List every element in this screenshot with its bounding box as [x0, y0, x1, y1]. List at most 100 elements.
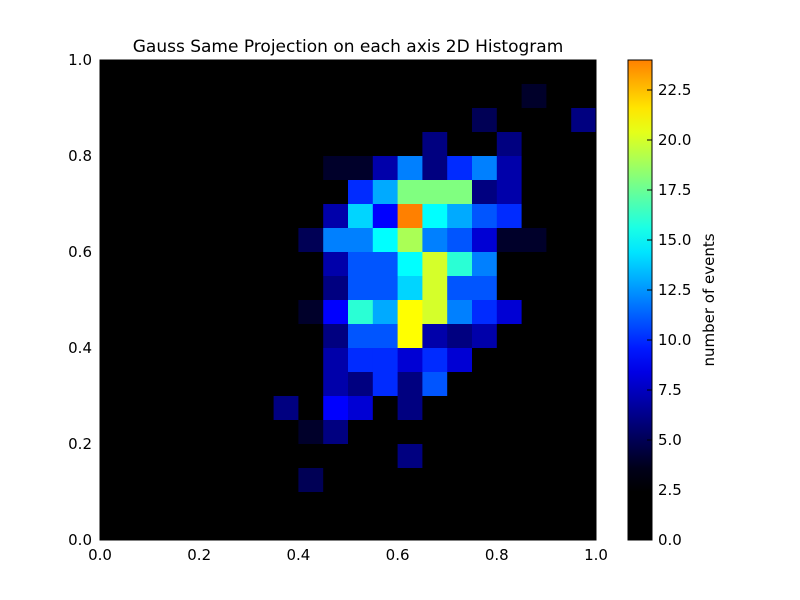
histogram-cell: [348, 252, 374, 277]
histogram-cell: [422, 372, 448, 397]
histogram-cell: [248, 348, 275, 373]
histogram-cell: [149, 420, 175, 445]
histogram-cell: [248, 444, 275, 469]
histogram-cell: [273, 252, 299, 277]
histogram-cell: [100, 348, 126, 373]
histogram-cell: [546, 132, 572, 157]
histogram-cell: [348, 276, 374, 301]
histogram-cell: [571, 420, 597, 445]
histogram-cell: [348, 396, 374, 421]
histogram-cell: [571, 444, 597, 469]
histogram-cell: [422, 516, 448, 541]
histogram-cell: [496, 228, 523, 253]
histogram-cell: [521, 132, 547, 157]
histogram-cell: [323, 324, 349, 349]
histogram-cell: [496, 300, 523, 325]
histogram-cell: [496, 132, 523, 157]
histogram-cell: [521, 84, 547, 109]
colorbar-tick-label: 0.0: [658, 531, 682, 549]
histogram-cell: [100, 180, 126, 205]
histogram-cell: [348, 372, 374, 397]
histogram-cell: [472, 492, 498, 517]
histogram-cell: [298, 372, 324, 397]
histogram-cell: [496, 60, 523, 85]
histogram-cell: [174, 516, 200, 541]
histogram-cell: [422, 492, 448, 517]
histogram-cell: [472, 132, 498, 157]
histogram-cell: [546, 228, 572, 253]
histogram-cell: [248, 156, 275, 181]
histogram-cell: [323, 492, 349, 517]
histogram-cell: [298, 396, 324, 421]
histogram-cell: [447, 60, 473, 85]
histogram-cell: [273, 516, 299, 541]
histogram-cell: [248, 492, 275, 517]
histogram-cell: [496, 516, 523, 541]
histogram-cell: [472, 276, 498, 301]
histogram-cell: [199, 84, 225, 109]
histogram-cell: [224, 492, 250, 517]
histogram-cell: [273, 492, 299, 517]
histogram-cell: [472, 348, 498, 373]
histogram-cell: [298, 180, 324, 205]
histogram-cell: [372, 300, 399, 325]
y-axis: 0.0 0.2 0.4 0.6 0.8 1.0: [68, 51, 596, 549]
histogram-cell: [323, 252, 349, 277]
histogram-cell: [348, 468, 374, 493]
histogram-cell: [298, 132, 324, 157]
histogram-cell: [149, 132, 175, 157]
histogram-cell: [174, 300, 200, 325]
histogram-cell: [348, 324, 374, 349]
histogram-cell: [174, 348, 200, 373]
histogram-cell: [348, 180, 374, 205]
histogram-cell: [447, 108, 473, 133]
histogram-cell: [248, 228, 275, 253]
histogram-cell: [149, 204, 175, 229]
histogram-cell: [298, 84, 324, 109]
histogram-cell: [546, 204, 572, 229]
histogram-cell: [149, 228, 175, 253]
histogram-cell: [124, 372, 151, 397]
histogram-cell: [348, 156, 374, 181]
histogram-cell: [298, 516, 324, 541]
histogram-cell: [298, 228, 324, 253]
histogram-cell: [248, 204, 275, 229]
histogram-cell: [100, 108, 126, 133]
colorbar-gradient: [628, 60, 652, 540]
histogram-cell: [571, 156, 597, 181]
histogram-cell: [372, 420, 399, 445]
histogram-cell: [100, 516, 126, 541]
colorbar-tick-label: 2.5: [658, 481, 682, 499]
histogram-cell: [422, 228, 448, 253]
histogram-cell: [224, 84, 250, 109]
colorbar-tick-label: 17.5: [658, 181, 691, 199]
histogram-cell: [199, 420, 225, 445]
histogram-cell: [472, 372, 498, 397]
histogram-cell: [546, 348, 572, 373]
histogram-cell: [199, 468, 225, 493]
y-tick-label: 1.0: [68, 51, 92, 69]
histogram-cell: [521, 228, 547, 253]
histogram-cell: [496, 420, 523, 445]
histogram-cell: [124, 300, 151, 325]
histogram-cell: [273, 180, 299, 205]
histogram-cell: [372, 516, 399, 541]
histogram-cell: [571, 276, 597, 301]
histogram-cell: [273, 444, 299, 469]
histogram-cell: [521, 420, 547, 445]
histogram-cell: [273, 108, 299, 133]
histogram-cell: [273, 420, 299, 445]
histogram-cell: [298, 492, 324, 517]
histogram-cell: [100, 276, 126, 301]
histogram-cell: [124, 276, 151, 301]
histogram-cell: [149, 372, 175, 397]
histogram-cell: [199, 132, 225, 157]
histogram-cell: [397, 324, 423, 349]
colorbar-frame: [627, 59, 653, 541]
histogram-cell: [174, 156, 200, 181]
histogram-cell: [447, 444, 473, 469]
colorbar-label: number of events: [700, 233, 718, 366]
histogram-cell: [224, 180, 250, 205]
histogram-cell: [149, 84, 175, 109]
histogram-cell: [174, 468, 200, 493]
